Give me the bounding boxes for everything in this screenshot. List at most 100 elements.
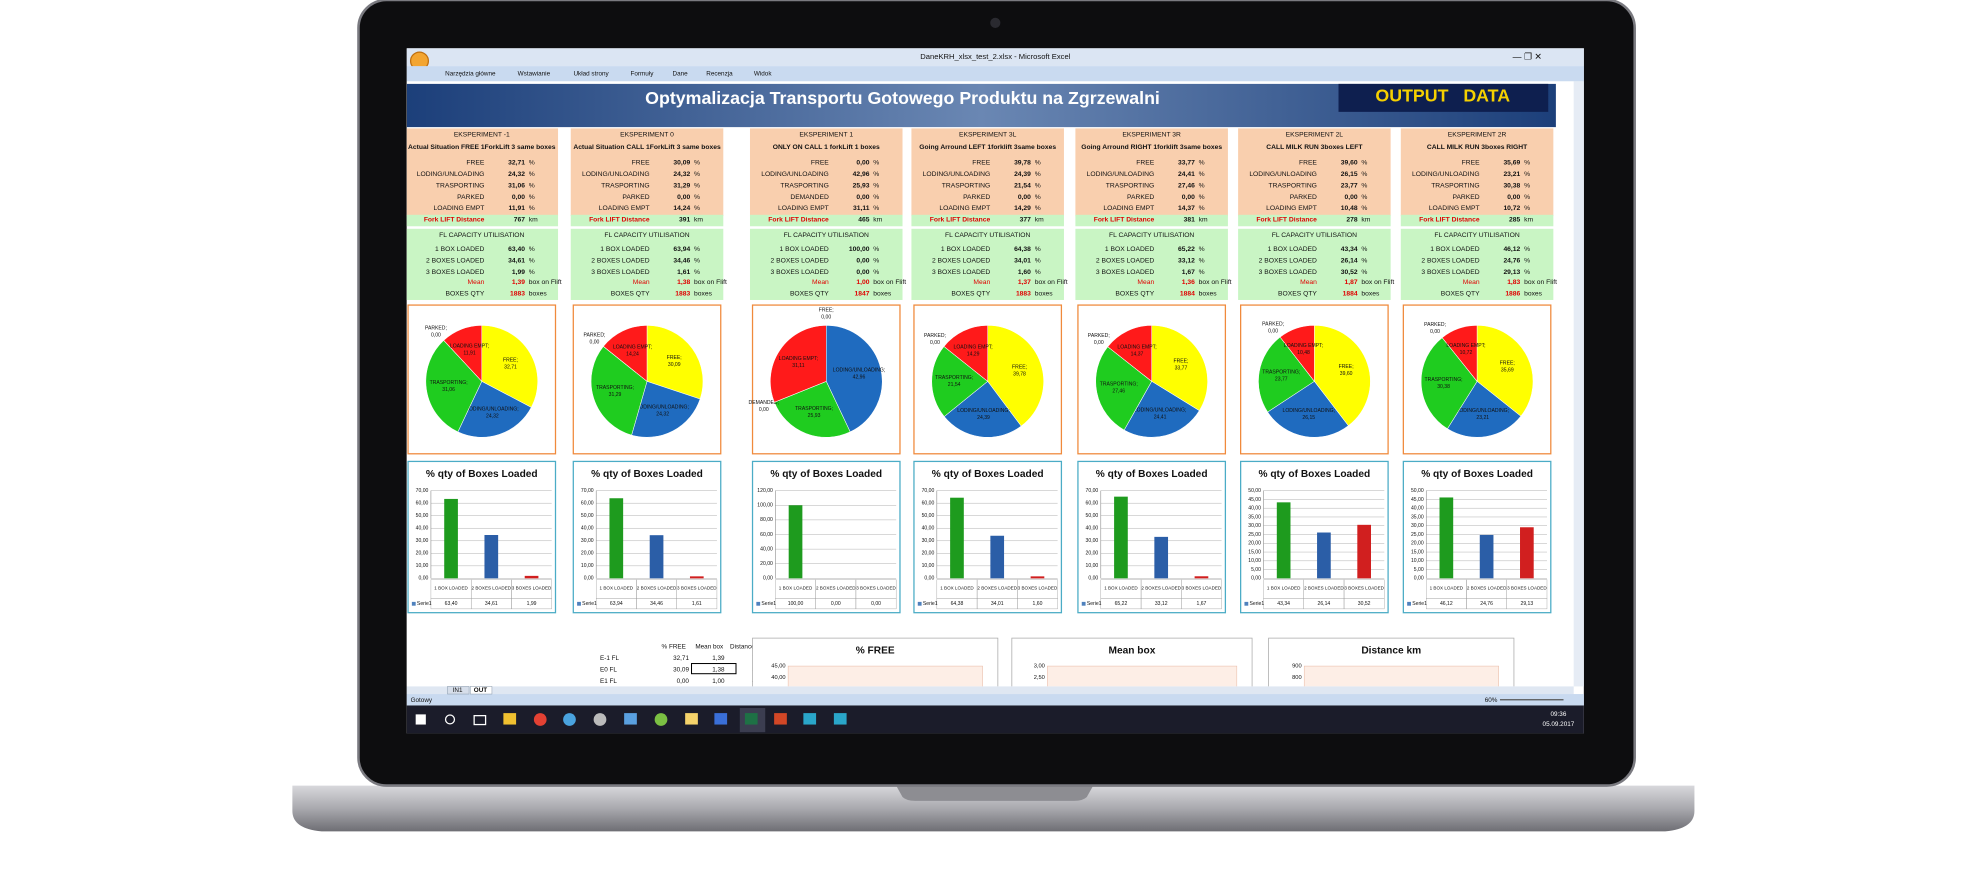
mean-value: 1,36 (1182, 279, 1195, 286)
sheet-tab-bg[interactable] (447, 686, 470, 695)
app-icon[interactable] (774, 713, 787, 725)
summary-cell: 1,00 (712, 678, 725, 685)
stat-unit: % (873, 194, 879, 201)
pie-label-name: LODING/UNLOADING; (1457, 408, 1509, 414)
pie-label-value: 10,72 (1460, 350, 1473, 356)
zoom-slider[interactable] (1499, 699, 1564, 701)
ribbon-tab[interactable]: Dane (672, 70, 688, 77)
x-tick-label: 3 BOXES LOADED (677, 586, 717, 591)
pie-slice (1441, 325, 1478, 383)
ribbon-tab[interactable]: Wstawianie (518, 70, 551, 77)
bar (1030, 576, 1045, 579)
stat-unit: % (1361, 171, 1367, 178)
legend-swatch (756, 601, 761, 606)
app-icon[interactable] (563, 713, 576, 726)
summary-cell: 1,39 (712, 655, 725, 662)
stat-label: FREE (972, 159, 990, 166)
box-value: 65,22 (1178, 246, 1195, 253)
sheet-tab-bg[interactable] (470, 686, 493, 695)
y-tick-label: 15,00 (1248, 549, 1261, 555)
scrollbar[interactable] (1573, 81, 1584, 687)
ribbon-tab[interactable]: Widok (754, 70, 772, 77)
app-icon[interactable] (593, 713, 607, 726)
stat-value: 23,77 (1341, 182, 1358, 189)
x-tick-label: 1 BOX LOADED (779, 586, 813, 591)
x-tick-label: 3 BOXES LOADED (856, 586, 896, 591)
stat-unit: % (694, 182, 700, 189)
distance-value: 278 (1346, 217, 1357, 224)
stat-value: 23,21 (1503, 171, 1520, 178)
y-tick-label: 40,00 (1086, 526, 1099, 532)
search-button[interactable] (444, 714, 456, 725)
box-label: 3 BOXES LOADED (1421, 269, 1479, 276)
summary-cell: E-1 FL (600, 655, 620, 662)
box-unit: % (1035, 246, 1041, 253)
box-unit: % (1199, 269, 1205, 276)
distance-unit: km (1524, 217, 1533, 224)
pie-label-name: LODING/UNLOADING; (466, 407, 518, 413)
stat-label: TRASPORTING (436, 182, 484, 189)
box-value: 1,61 (677, 269, 690, 276)
selected-cell (691, 663, 737, 675)
pie-label-value: 11,91 (463, 351, 476, 357)
app-icon[interactable] (624, 713, 637, 725)
stat-value: 0,00 (856, 159, 869, 166)
mean-label: Mean (812, 279, 829, 286)
ribbon-tab[interactable]: Formuły (630, 70, 654, 77)
window-controls[interactable]: — ❐ ✕ (1513, 52, 1542, 62)
y-tick-label: 15,00 (1411, 549, 1424, 555)
pie-label-name: LOADING EMPT; (1117, 345, 1156, 351)
sheet-tab[interactable]: OUT (474, 687, 488, 694)
app-icon[interactable] (654, 713, 668, 726)
pie-label-name: TRASPORTING; (430, 380, 468, 386)
start-button[interactable] (415, 714, 426, 725)
y-tick-label: 70,00 (416, 488, 429, 494)
qty-value: 1883 (510, 290, 525, 297)
legend-label: Serie1 (417, 601, 432, 607)
stat-value: 0,00 (512, 194, 525, 201)
y-tick-label: 50,00 (416, 513, 429, 519)
distance-label: Fork LIFT Distance (1256, 217, 1317, 224)
sheet-tab[interactable]: IN1 (453, 687, 463, 694)
summary-chart-title: % FREE (856, 646, 895, 657)
qty-value: 1884 (1343, 290, 1358, 297)
y-tick-label: 30,00 (922, 538, 935, 544)
data-table-value: 1,61 (692, 601, 702, 607)
distance-label: Fork LIFT Distance (930, 217, 991, 224)
stat-unit: % (873, 182, 879, 189)
output-title: OUTPUT DATA (1375, 85, 1510, 105)
ribbon-tab[interactable]: Narzędzia główne (445, 70, 496, 77)
stat-unit: % (1035, 182, 1041, 189)
y-tick-label: 40,00 (1248, 506, 1261, 512)
ribbon-tab[interactable]: Recenzja (706, 70, 733, 77)
app-icon[interactable] (503, 713, 517, 725)
box-label: 1 BOX LOADED (435, 246, 484, 253)
box-unit: % (529, 269, 535, 276)
app-icon[interactable] (685, 713, 698, 725)
y-tick-label: 70,00 (581, 488, 594, 494)
pie-label-value: 31,06 (442, 387, 455, 393)
app-icon[interactable] (803, 713, 817, 725)
app-icon[interactable] (714, 713, 728, 725)
capacity-bg (570, 228, 724, 300)
ribbon (406, 66, 1584, 82)
task-view[interactable] (473, 715, 487, 726)
bar-frame (751, 460, 901, 614)
app-icon[interactable] (533, 713, 547, 726)
app-icon[interactable] (833, 713, 847, 725)
pie-label-value: 23,77 (1275, 376, 1288, 382)
pie-slice (943, 325, 988, 382)
pie-slice (457, 380, 532, 438)
ribbon-tab[interactable]: Układ strony (573, 70, 609, 77)
y-tick-label: 70,00 (922, 488, 935, 494)
app-icon[interactable] (744, 713, 758, 725)
distance-label: Fork LIFT Distance (1094, 217, 1155, 224)
data-table-value: 0,00 (871, 601, 881, 607)
stat-label: PARKED (457, 194, 484, 201)
data-table-value: 26,14 (1318, 601, 1331, 607)
box-value: 34,01 (1014, 257, 1031, 264)
data-table-value: 43,34 (1277, 601, 1290, 607)
stat-unit: % (1035, 159, 1041, 166)
pie-label-name: LODING/UNLOADING; (1134, 407, 1186, 413)
pie-slice (1476, 325, 1534, 417)
